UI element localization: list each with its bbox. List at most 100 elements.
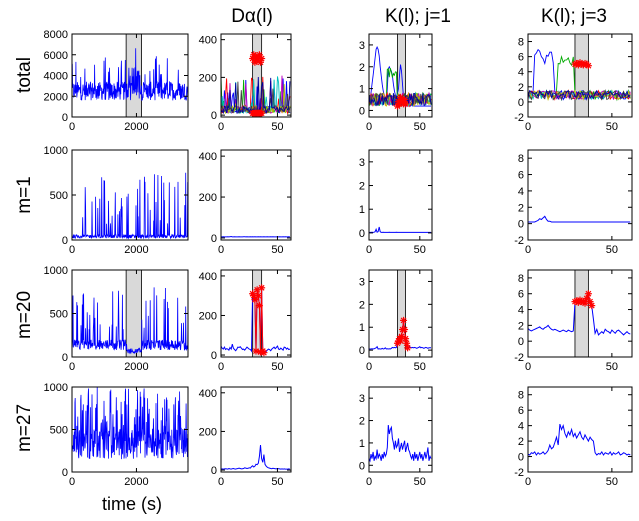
series-line-traffic (72, 287, 188, 355)
panel-plot-area (72, 387, 188, 460)
y-tick-label: 0 (518, 452, 524, 464)
shaded-window (574, 34, 589, 117)
marker-star-16 (258, 55, 266, 63)
panel-plot-area (369, 270, 431, 357)
series-line-total-0 (369, 46, 431, 107)
panel-plot-area (72, 270, 188, 357)
y-tick-label: -2 (514, 235, 524, 247)
panel-m1-K1: 0 1 2 3 0 50 (359, 149, 433, 256)
marker-connect-line (397, 320, 409, 348)
panel-m20-K1: 0 1 2 3 0 50 (359, 269, 433, 373)
y-tick-label: 2000 (44, 91, 68, 103)
y-tick-label: 400 (199, 35, 217, 47)
y-tick-label: 200 (199, 426, 217, 438)
x-axis-label: time (s) (102, 494, 162, 514)
x-tick-label: 0 (69, 121, 75, 133)
y-tick-label: 400 (199, 151, 217, 163)
x-tick-label: 0 (366, 476, 372, 488)
y-tick-label: 8 (518, 273, 524, 285)
x-tick-label: 50 (606, 244, 618, 256)
marker-star-stroke (260, 349, 267, 356)
row-label-m1: m=1 (14, 176, 35, 214)
y-tick-label: 0 (211, 465, 217, 477)
panel-plot-area (528, 215, 631, 223)
series-line-traffic (72, 48, 188, 102)
y-tick-label: 200 (199, 192, 217, 204)
panel-background (369, 150, 432, 240)
y-tick-label: 400 (199, 388, 217, 400)
x-tick-label: 50 (414, 244, 426, 256)
marker-star-7 (401, 96, 409, 104)
y-tick-label: 2 (518, 436, 524, 448)
y-tick-label: 400 (199, 271, 217, 283)
panel-plot-area (369, 226, 431, 233)
y-tick-label: 1000 (44, 145, 68, 157)
y-tick-label: 8000 (44, 29, 68, 41)
panel-m20-time: 0 500 1000 0 2000 (44, 265, 189, 373)
y-tick-label: 2 (359, 62, 365, 74)
y-tick-label: 8 (518, 390, 524, 402)
y-tick-label: 6 (518, 405, 524, 417)
series-line-traffic (72, 172, 188, 240)
marker-star-10 (404, 344, 412, 352)
x-tick-label: 2000 (124, 476, 148, 488)
panel-frame (220, 386, 292, 473)
y-tick-label: -2 (514, 112, 524, 124)
shaded-window (252, 34, 263, 117)
panel-frame (368, 386, 433, 473)
x-tick-label: 0 (366, 244, 372, 256)
x-tick-label: 50 (414, 121, 426, 133)
x-tick-label: 0 (525, 476, 531, 488)
y-tick-label: 0 (518, 219, 524, 231)
row-label-total: total (14, 57, 35, 93)
y-tick-label: 4 (518, 67, 524, 79)
y-tick-label: 0 (62, 112, 68, 124)
y-tick-label: 1000 (44, 382, 68, 394)
x-tick-label: 0 (525, 244, 531, 256)
x-tick-label: 0 (366, 361, 372, 373)
x-tick-label: 0 (218, 361, 224, 373)
y-tick-label: 0 (359, 460, 365, 472)
panel-frame (368, 269, 433, 358)
marker-star-8 (402, 100, 410, 108)
marker-star-stroke (258, 55, 265, 62)
y-tick-label: 0 (518, 336, 524, 348)
panel-plot-area (528, 34, 631, 117)
marker-star-8 (584, 62, 592, 70)
panel-m27-K1: 0 1 2 3 0 50 (359, 386, 433, 488)
y-tick-label: 0 (62, 467, 68, 479)
panel-background (221, 150, 291, 240)
panel-plot-area (72, 34, 188, 117)
panel-frame (527, 269, 633, 358)
x-tick-label: 0 (525, 121, 531, 133)
y-tick-label: 0 (211, 233, 217, 245)
y-tick-label: 3 (359, 393, 365, 405)
panel-plot-area (72, 172, 188, 240)
x-tick-label: 50 (414, 476, 426, 488)
x-tick-label: 50 (606, 476, 618, 488)
y-tick-label: 1 (359, 204, 365, 216)
x-tick-label: 0 (69, 476, 75, 488)
panel-frame (220, 269, 292, 358)
panel-m27-time: 0 500 1000 0 2000 (44, 382, 189, 488)
panel-total-D: 0 200 400 0 50 (199, 33, 292, 133)
marker-star-stroke (404, 344, 411, 351)
y-tick-label: 0 (359, 105, 365, 117)
x-tick-label: 0 (218, 244, 224, 256)
y-tick-label: 0 (359, 345, 365, 357)
series-line-D (221, 444, 290, 470)
x-tick-label: 2000 (124, 121, 148, 133)
panel-plot-area (528, 270, 631, 357)
column-title-K3: K(l); j=3 (541, 6, 607, 27)
series-line-K1 (369, 424, 432, 463)
panel-plot-area (369, 424, 432, 463)
y-tick-label: -2 (514, 467, 524, 479)
y-tick-label: 500 (50, 190, 68, 202)
x-tick-label: 0 (525, 361, 531, 373)
y-tick-label: 8 (518, 37, 524, 49)
y-tick-label: 500 (50, 309, 68, 321)
y-tick-label: 2 (518, 82, 524, 94)
x-tick-label: 50 (606, 121, 618, 133)
